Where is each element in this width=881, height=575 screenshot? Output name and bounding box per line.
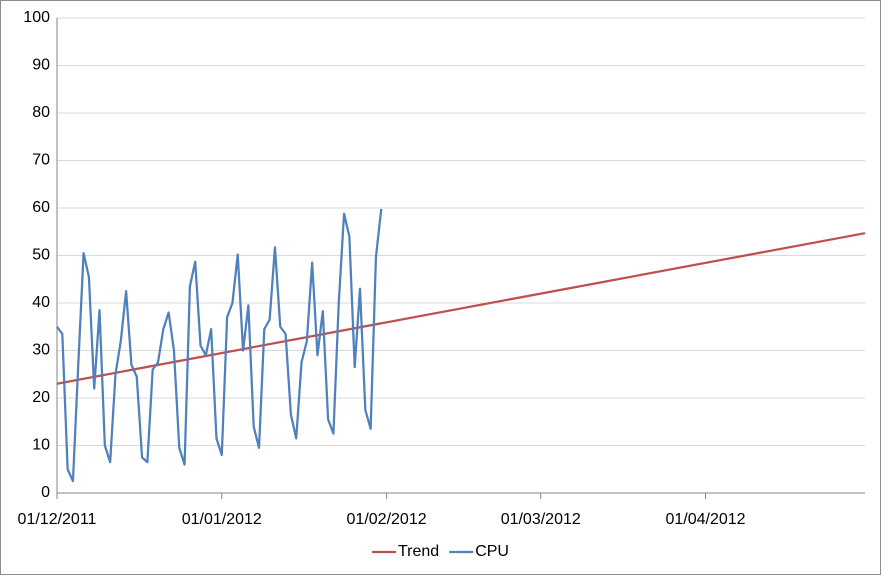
series-line bbox=[56, 232, 866, 385]
legend-label: CPU bbox=[475, 543, 509, 560]
y-tick-label: 10 bbox=[32, 437, 50, 454]
x-tick-label: 01/02/2012 bbox=[347, 511, 427, 528]
legend-label: Trend bbox=[398, 543, 439, 560]
y-tick-label: 70 bbox=[32, 152, 50, 169]
y-tick-label: 60 bbox=[32, 199, 50, 216]
x-tick-label: 01/04/2012 bbox=[665, 511, 745, 528]
series-line bbox=[56, 208, 383, 483]
y-tick-label: 20 bbox=[32, 389, 50, 406]
y-tick-label: 100 bbox=[23, 9, 50, 26]
y-tick-label: 30 bbox=[32, 342, 50, 359]
x-tick-label: 01/12/2011 bbox=[18, 511, 97, 528]
y-tick-label: 0 bbox=[41, 484, 50, 501]
x-tick-label: 01/03/2012 bbox=[501, 511, 581, 528]
y-tick-label: 90 bbox=[32, 57, 50, 74]
x-tick-label: 01/01/2012 bbox=[182, 511, 262, 528]
y-tick-label: 50 bbox=[32, 247, 50, 264]
y-tick-label: 40 bbox=[32, 294, 50, 311]
y-tick-label: 80 bbox=[32, 104, 50, 121]
